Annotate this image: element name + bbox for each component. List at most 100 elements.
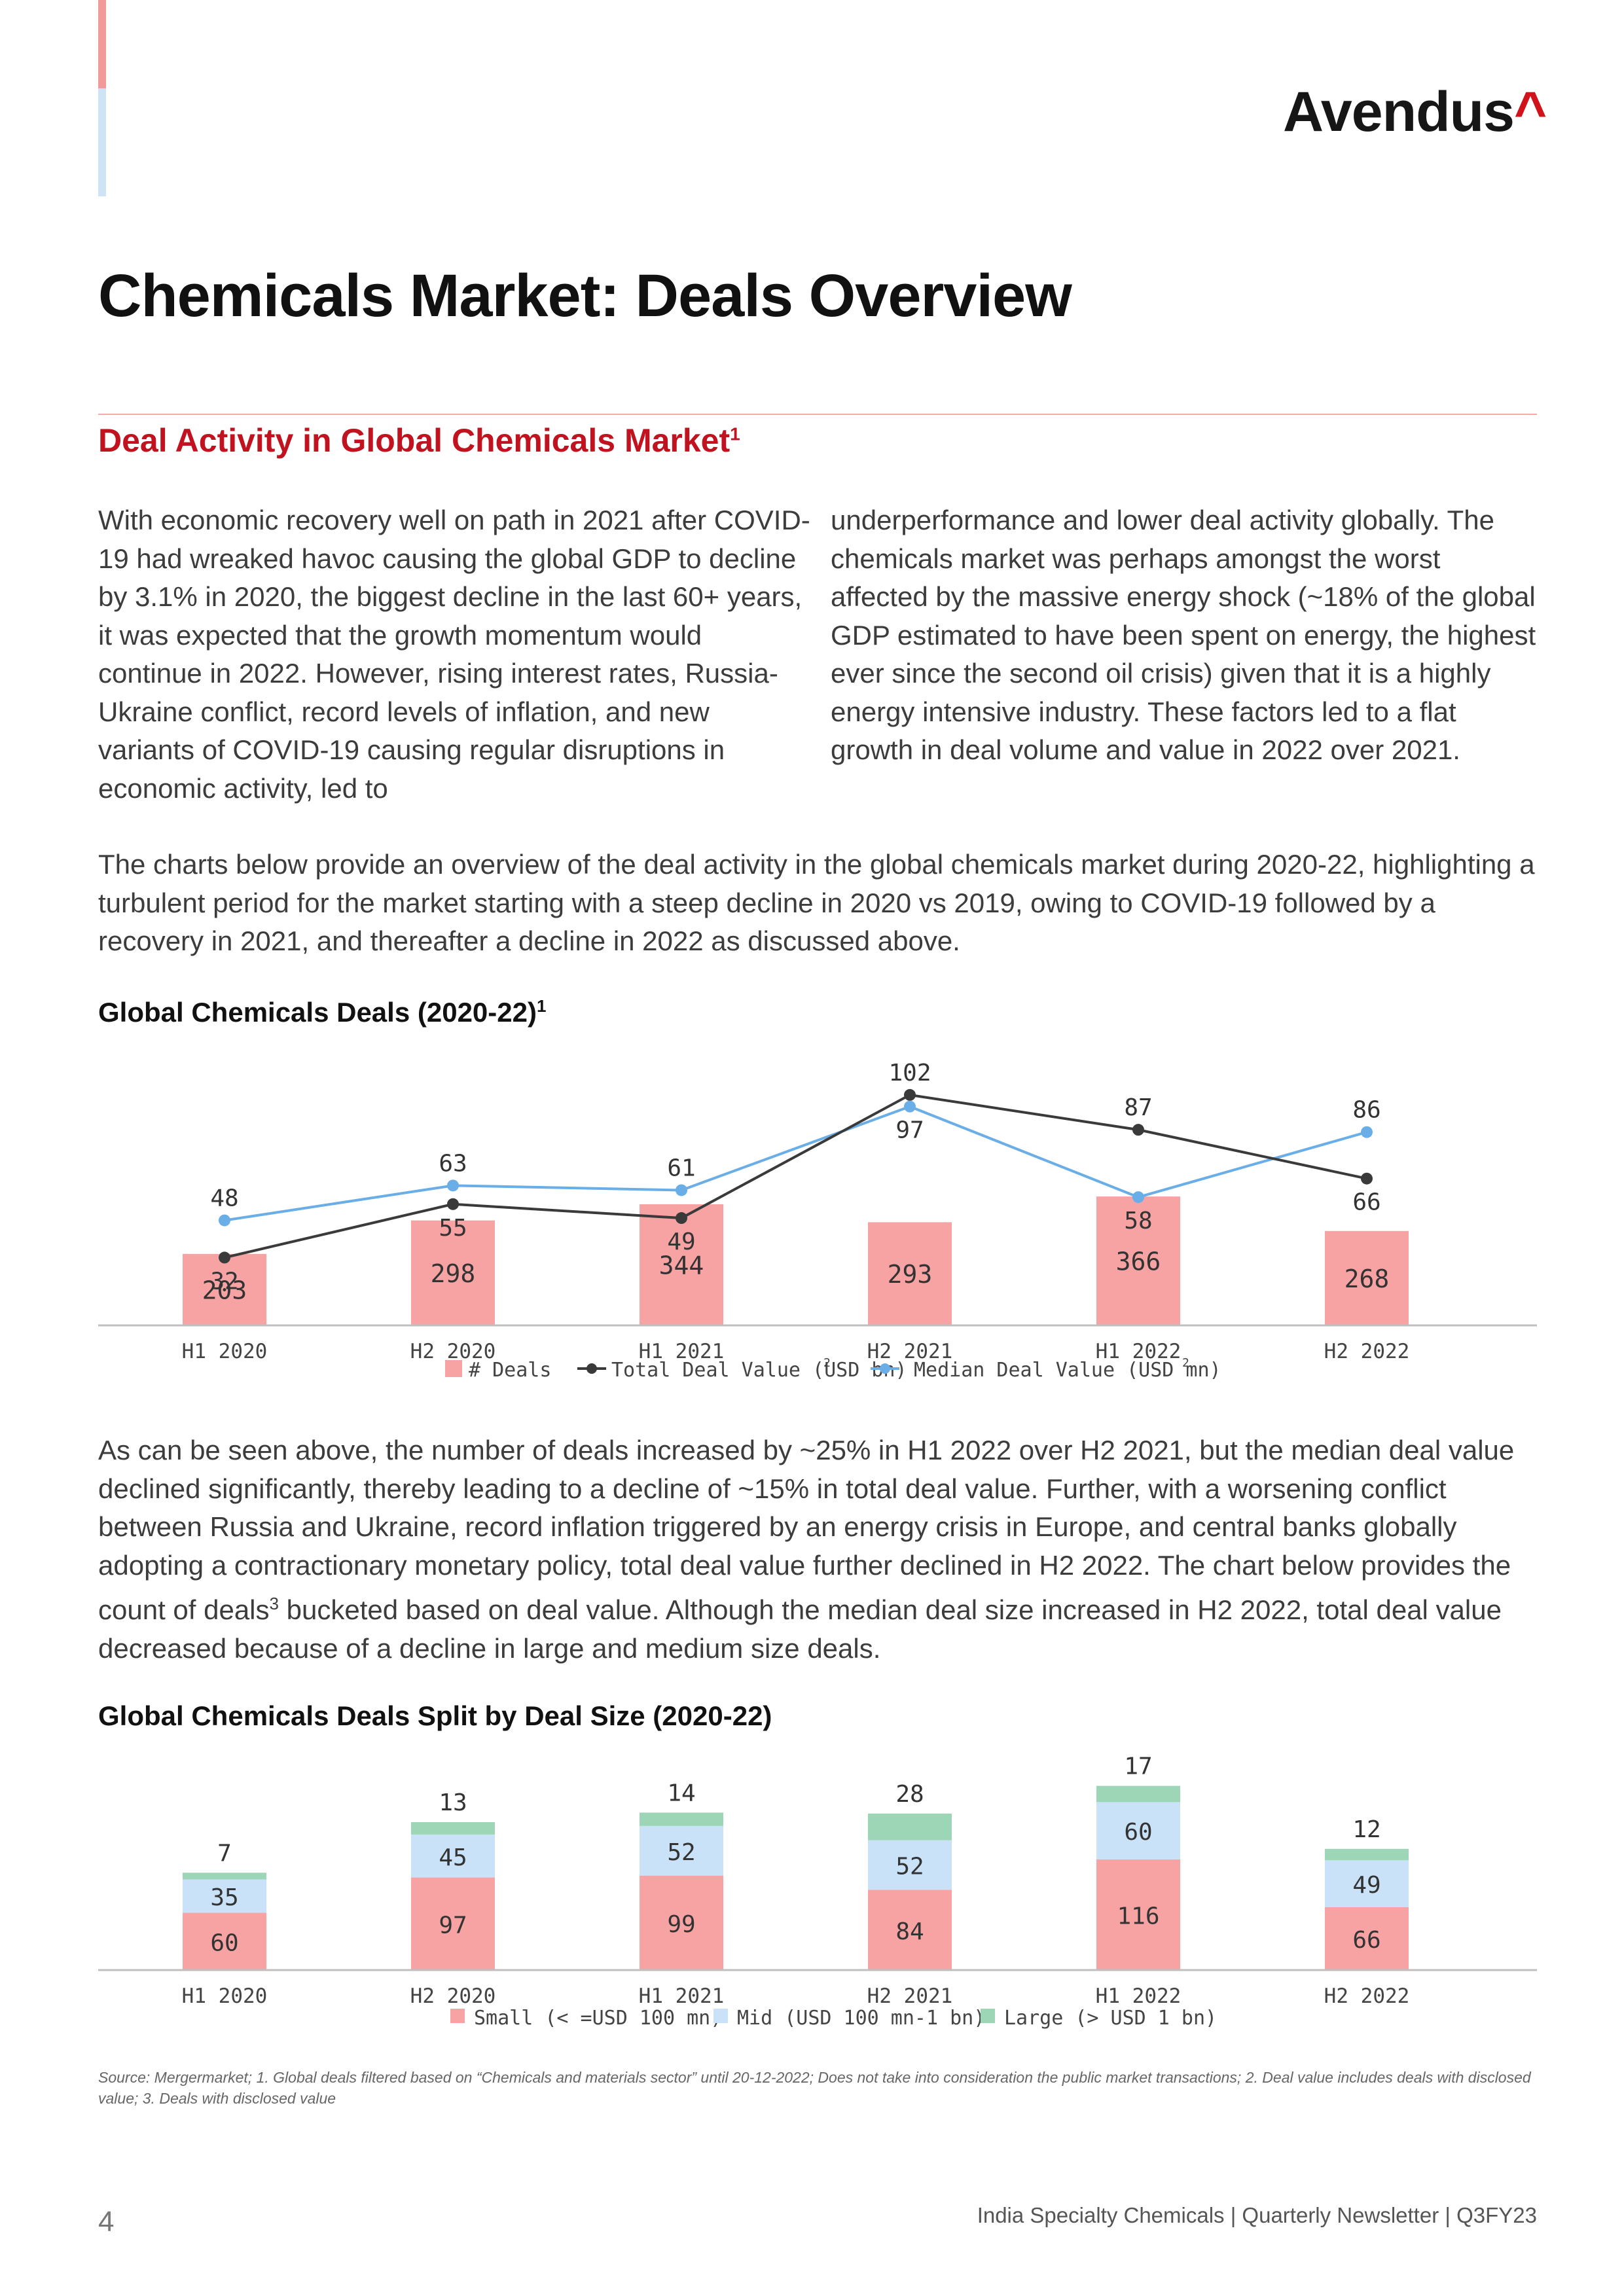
small-deals-label: 99 <box>667 1911 695 1938</box>
source-note: Source: Mergermarket; 1. Global deals fi… <box>98 2069 1531 2107</box>
median-value-label: 97 <box>895 1117 924 1144</box>
large-deals-segment <box>868 1813 952 1840</box>
median-value-point <box>1361 1126 1373 1138</box>
large-deals-segment <box>411 1822 495 1835</box>
small-deals-segment <box>1096 1859 1180 1970</box>
small-deals-segment <box>411 1877 495 1970</box>
deal-count-label: 366 <box>1116 1247 1161 1276</box>
mid-deals-segment <box>1325 1860 1409 1907</box>
deal-count-label: 203 <box>202 1276 247 1304</box>
body-text-column-2: underperformance and lower deal activity… <box>831 505 1536 765</box>
total-value-line <box>224 1093 1367 1259</box>
x-tick-label: H1 2022 <box>1096 1984 1182 2008</box>
total-value-point <box>676 1212 687 1225</box>
mid-deals-segment <box>640 1825 723 1876</box>
small-deals-segment <box>183 1912 266 1970</box>
mid-deals-segment <box>1096 1802 1180 1859</box>
legend-large-label: Large (> USD 1 bn) <box>1004 2007 1217 2030</box>
mid-deals-segment <box>868 1840 952 1890</box>
x-tick-label: H1 2020 <box>182 1340 268 1363</box>
body-text-analysis: As can be seen above, the number of deal… <box>98 1435 1515 1664</box>
small-deals-segment <box>640 1875 723 1970</box>
legend-total-footnote: 2 <box>823 1356 831 1370</box>
total-value-label: 66 <box>1352 1189 1380 1216</box>
chart-global-deals: 203 H1 2020 298 H2 2020 344 H1 2021 293 H2 2021… <box>98 1060 1537 1382</box>
median-value-label: 48 <box>210 1185 238 1212</box>
deal-count-label: 268 <box>1344 1265 1390 1293</box>
legend-median-footnote: 2 <box>1182 1356 1189 1370</box>
legend-mid-label: Mid (USD 100 mn-1 bn) <box>737 2007 985 2030</box>
avendus-logo: Avendus^ <box>1283 81 1547 143</box>
section-divider <box>98 414 1537 415</box>
median-value-label: 61 <box>667 1155 695 1181</box>
section-title: Deal Activity in Global Chemicals Market… <box>98 422 740 459</box>
x-tick-label: H1 2020 <box>182 1984 268 2008</box>
mid-deals-segment <box>411 1834 495 1878</box>
large-deals-segment <box>1325 1848 1409 1861</box>
median-value-point <box>904 1100 916 1113</box>
legend-large-swatch <box>981 2009 995 2023</box>
small-deals-label: 97 <box>439 1912 467 1939</box>
mid-deals-segment <box>183 1879 266 1913</box>
x-tick-label: H2 2020 <box>410 1340 496 1363</box>
deal-count-label: 298 <box>431 1259 476 1288</box>
deal-count-bar <box>411 1220 495 1325</box>
chart-deals-by-size: 60 35 7 H1 2020 97 45 13 H2 2020 99 52 14 H1 2021 84… <box>98 1753 1537 2030</box>
total-value-label: 32 <box>210 1268 238 1295</box>
legend-mid-swatch <box>713 2009 728 2023</box>
mid-deals-label: 49 <box>1352 1872 1380 1899</box>
median-value-label: 63 <box>439 1150 467 1177</box>
body-text-column-1: With economic recovery well on path in 2… <box>98 505 810 804</box>
mid-deals-label: 45 <box>439 1844 467 1871</box>
small-deals-label: 116 <box>1117 1903 1159 1929</box>
deal-count-bar <box>183 1253 266 1325</box>
deal-count-bar <box>1325 1230 1409 1325</box>
x-tick-label: H2 2022 <box>1324 1340 1410 1363</box>
small-deals-label: 60 <box>210 1929 238 1956</box>
total-value-point <box>1132 1124 1144 1136</box>
median-value-label: 58 <box>1124 1208 1152 1234</box>
legend-deals-label: # Deals <box>469 1359 551 1382</box>
median-value-point <box>447 1179 459 1192</box>
chart1-title: Global Chemicals Deals (2020-22)1 <box>98 996 547 1028</box>
mid-deals-label: 60 <box>1124 1819 1152 1846</box>
footer-text: India Specialty Chemicals | Quarterly Ne… <box>977 2203 1537 2227</box>
total-value-point <box>904 1088 916 1101</box>
accent-bar-blue <box>98 88 106 196</box>
large-deals-label: 13 <box>439 1789 467 1816</box>
legend-small-swatch <box>450 2009 465 2023</box>
large-deals-label: 14 <box>667 1780 695 1806</box>
page-title: Chemicals Market: Deals Overview <box>98 262 1072 329</box>
total-value-point <box>447 1198 459 1210</box>
median-value-point <box>219 1214 230 1227</box>
large-deals-label: 17 <box>1124 1753 1152 1780</box>
large-deals-segment <box>640 1812 723 1826</box>
small-deals-segment <box>1325 1907 1409 1970</box>
accent-bar-red <box>98 0 106 88</box>
total-value-point <box>1361 1172 1373 1185</box>
deal-count-label: 293 <box>888 1260 933 1289</box>
large-deals-label: 7 <box>217 1840 232 1867</box>
small-deals-label: 84 <box>895 1918 924 1945</box>
x-tick-label: H2 2022 <box>1324 1984 1410 2008</box>
small-deals-label: 66 <box>1352 1927 1380 1954</box>
total-value-point <box>219 1251 230 1264</box>
median-value-point <box>676 1184 687 1196</box>
mid-deals-label: 52 <box>667 1839 695 1866</box>
large-deals-segment <box>1096 1785 1180 1803</box>
x-tick-label: H1 2021 <box>639 1984 725 2008</box>
small-deals-segment <box>868 1890 952 1970</box>
legend-deals-swatch <box>445 1360 462 1377</box>
chart2-title: Global Chemicals Deals Split by Deal Siz… <box>98 1700 772 1731</box>
x-tick-label: H1 2022 <box>1096 1340 1182 1363</box>
total-value-label: 87 <box>1124 1094 1152 1121</box>
median-value-line <box>224 1105 1367 1222</box>
total-value-label: 102 <box>888 1060 931 1086</box>
x-tick-label: H2 2021 <box>867 1340 953 1363</box>
legend-small-label: Small (< =USD 100 mn) <box>474 2007 722 2030</box>
x-tick-label: H1 2021 <box>639 1340 725 1363</box>
x-tick-label: H2 2021 <box>867 1984 953 2008</box>
legend-total-label: Total Deal Value (USD bn) <box>611 1359 907 1382</box>
large-deals-label: 28 <box>895 1781 924 1808</box>
mid-deals-label: 52 <box>895 1854 924 1880</box>
